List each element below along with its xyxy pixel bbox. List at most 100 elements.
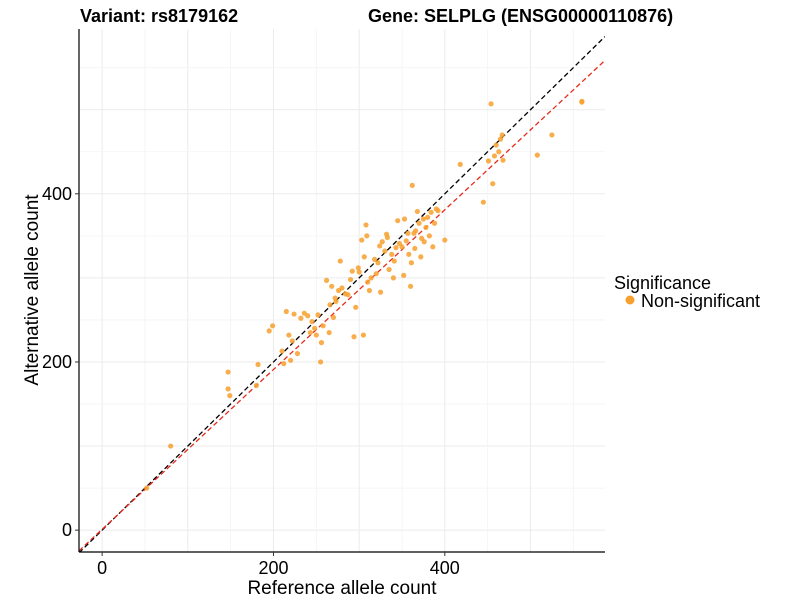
data-point	[227, 393, 233, 399]
x-tick-label: 0	[97, 558, 107, 578]
data-point	[457, 161, 463, 167]
data-point	[491, 153, 498, 159]
data-point	[373, 271, 379, 277]
data-point	[413, 228, 419, 234]
data-point	[391, 258, 397, 264]
legend-label-non-significant: Non-significant	[641, 291, 760, 311]
data-point	[320, 323, 326, 329]
data-point	[363, 222, 369, 228]
reference-lines	[79, 36, 605, 552]
legend-title: Significance	[614, 273, 711, 293]
legend-marker-non-significant	[625, 295, 635, 305]
data-point	[549, 132, 555, 138]
data-point	[309, 319, 315, 325]
data-point	[401, 216, 408, 222]
data-points	[144, 98, 585, 491]
y-tick-label: 200	[42, 352, 72, 372]
data-point	[426, 233, 432, 239]
data-point	[361, 254, 367, 260]
data-point	[329, 283, 335, 289]
data-point	[418, 254, 424, 260]
data-point	[315, 312, 321, 318]
data-point	[382, 248, 388, 254]
fit-reference-line	[79, 59, 605, 552]
data-point	[364, 233, 370, 239]
data-point	[351, 334, 357, 340]
data-point	[406, 251, 412, 257]
tick-labels: 0 200 400 0 200 400	[42, 184, 460, 578]
data-point	[339, 285, 345, 291]
data-point	[318, 340, 325, 346]
data-point	[330, 314, 337, 321]
data-point	[365, 279, 371, 285]
data-point	[356, 269, 362, 275]
data-point	[399, 244, 405, 250]
data-point	[368, 275, 374, 281]
data-point	[480, 199, 486, 205]
data-point	[395, 218, 401, 224]
data-point	[225, 386, 231, 392]
data-point	[421, 239, 427, 245]
data-point	[353, 304, 359, 310]
data-point	[266, 328, 272, 334]
data-point	[389, 251, 395, 257]
data-point	[323, 277, 330, 284]
axes	[75, 29, 605, 556]
data-point	[405, 230, 411, 236]
data-point	[349, 268, 355, 274]
data-point	[386, 266, 392, 273]
x-axis-title: Reference allele count	[247, 578, 437, 599]
data-point	[279, 348, 285, 354]
data-point	[377, 289, 384, 295]
data-point	[412, 245, 418, 252]
data-point	[534, 152, 540, 158]
x-tick-label: 200	[258, 558, 288, 578]
data-point	[428, 209, 434, 215]
legend: Significance Non-significant	[614, 273, 760, 311]
data-point	[403, 238, 409, 244]
data-point	[499, 132, 505, 138]
data-point	[355, 265, 361, 271]
data-point	[366, 287, 373, 294]
data-point	[283, 308, 289, 315]
data-point	[287, 357, 294, 363]
data-point	[425, 214, 431, 220]
data-point	[375, 260, 381, 266]
data-point	[579, 99, 585, 105]
identity-reference-line	[79, 36, 605, 552]
data-point	[317, 359, 324, 365]
data-point	[289, 338, 295, 344]
data-point	[294, 350, 301, 357]
data-point	[390, 275, 397, 281]
data-point	[168, 443, 174, 449]
data-point	[408, 260, 414, 266]
data-point	[144, 485, 150, 491]
data-point	[496, 149, 502, 155]
data-point	[326, 329, 332, 336]
data-point	[414, 208, 420, 215]
data-point	[488, 101, 494, 107]
data-point	[401, 272, 407, 278]
data-point	[270, 323, 276, 329]
data-point	[360, 332, 367, 338]
data-point	[255, 361, 261, 368]
data-point	[333, 298, 339, 305]
y-axis-title: Alternative allele count	[22, 194, 43, 386]
data-point	[416, 220, 422, 226]
grid	[79, 29, 605, 552]
data-point	[313, 332, 319, 338]
data-point	[379, 239, 385, 245]
data-point	[253, 382, 259, 389]
y-tick-label: 0	[62, 520, 72, 540]
data-point	[485, 158, 492, 164]
data-point	[291, 311, 297, 317]
data-point	[359, 237, 365, 243]
data-point	[497, 136, 504, 142]
data-point	[407, 283, 414, 289]
data-point	[286, 332, 292, 338]
data-point	[442, 237, 448, 243]
data-point	[423, 224, 429, 231]
data-point	[384, 234, 391, 241]
data-point	[393, 245, 399, 251]
